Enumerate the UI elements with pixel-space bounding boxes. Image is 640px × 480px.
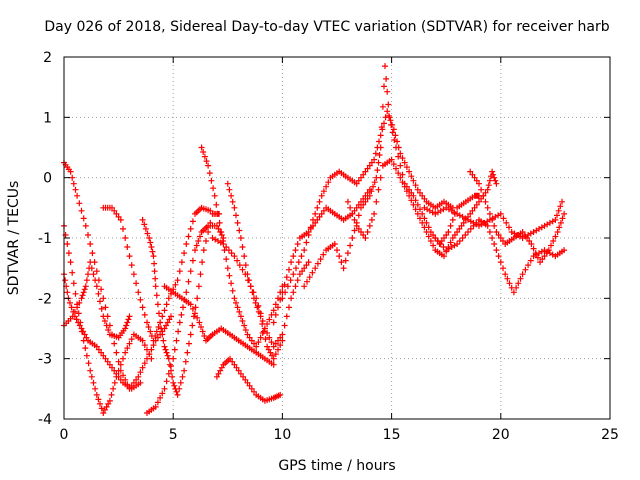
series-markers [161,283,277,368]
x-tick-label: 10 [273,427,291,443]
series-markers [279,108,456,302]
series-sat-f [139,210,223,398]
series-markers [61,159,174,392]
series-sat-i [198,144,286,350]
series-sat-e [100,204,214,344]
series-sat-n [279,108,456,302]
y-tick-label: 0 [43,171,52,187]
series-markers [100,204,214,344]
series-markers [144,222,227,416]
y-tick-label: -1 [38,231,52,247]
series-markers [224,180,286,362]
series-sat-p [344,156,500,260]
series-markers [270,186,373,326]
y-tick-label: 1 [43,110,52,126]
series-sat-m [270,186,373,326]
data-points-layer [61,63,568,416]
y-tick-label: 2 [43,50,52,66]
x-tick-label: 15 [383,427,401,443]
series-markers [209,235,312,350]
series-sat-a [61,159,174,392]
x-tick-label: 25 [601,427,619,443]
series-sat-k [213,355,284,404]
series-sat-o [301,63,482,290]
y-axis-label: SDTVAR / TECUs [6,181,22,296]
x-axis-label: GPS time / hours [278,458,395,474]
series-sat-g [144,222,227,416]
y-tick-label: -4 [38,412,52,428]
x-tick-label: 20 [492,427,510,443]
series-markers [344,156,500,260]
ticks-layer: 0 5 10 15 20 25 -4 -3 -2 -1 0 1 2 [38,50,619,443]
series-markers [139,210,223,398]
y-tick-label: -2 [38,291,52,307]
series-markers [467,168,568,266]
series-markers [213,355,284,404]
series-markers [198,144,286,350]
y-tick-label: -3 [38,352,52,368]
series-sat-h [161,283,277,368]
series-sat-j [224,180,286,362]
series-sat-l [209,235,312,350]
series-markers [301,63,482,290]
x-tick-label: 0 [60,427,69,443]
chart-title: Day 026 of 2018, Sidereal Day-to-day VTE… [44,19,609,35]
series-sat-s [467,168,568,266]
x-tick-label: 5 [169,427,178,443]
